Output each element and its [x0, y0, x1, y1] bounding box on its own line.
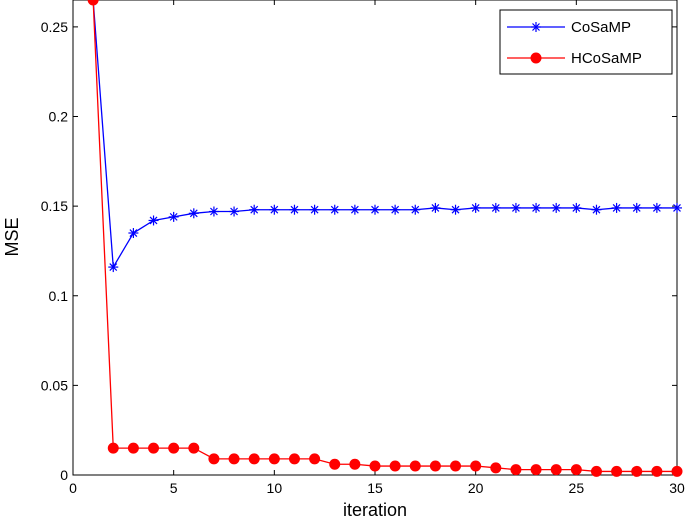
data-point-cosamp: [128, 228, 139, 239]
data-point-hcosamp: [349, 458, 361, 470]
data-point-cosamp: [289, 204, 300, 215]
y-tick-label: 0.25: [41, 19, 68, 35]
data-point-cosamp: [672, 202, 682, 213]
data-point-hcosamp: [369, 460, 381, 472]
plot-area: [72, 0, 678, 476]
data-point-hcosamp: [228, 453, 240, 465]
data-point-cosamp: [349, 204, 360, 215]
x-tick-label: 20: [468, 480, 484, 496]
data-point-cosamp: [208, 206, 219, 217]
data-point-hcosamp: [671, 465, 683, 477]
data-point-cosamp: [410, 204, 421, 215]
data-point-hcosamp: [148, 442, 160, 454]
data-point-cosamp: [329, 204, 340, 215]
data-point-hcosamp: [288, 453, 300, 465]
y-axis: 0 0.05 0.1 0.15 0.2 0.25: [41, 19, 677, 483]
x-tick-label: 5: [170, 480, 178, 496]
data-point-cosamp: [108, 262, 119, 273]
x-tick-label: 10: [267, 480, 283, 496]
data-point-hcosamp: [429, 460, 441, 472]
data-point-hcosamp: [651, 465, 663, 477]
data-point-cosamp: [148, 215, 159, 226]
y-tick-label: 0.2: [49, 109, 69, 125]
data-point-hcosamp: [490, 462, 502, 474]
x-tick-label: 25: [569, 480, 585, 496]
data-point-cosamp: [490, 202, 501, 213]
data-point-hcosamp: [470, 460, 482, 472]
data-point-hcosamp: [208, 453, 220, 465]
data-point-hcosamp: [268, 453, 280, 465]
data-point-cosamp: [591, 204, 602, 215]
data-point-hcosamp: [611, 465, 623, 477]
data-point-hcosamp: [450, 460, 462, 472]
data-point-cosamp: [430, 202, 441, 213]
legend: CoSaMP HCoSaMP: [499, 9, 673, 75]
data-point-hcosamp: [168, 442, 180, 454]
legend-marker-hcosamp: [530, 52, 542, 64]
data-point-hcosamp: [550, 464, 562, 476]
data-point-hcosamp: [510, 464, 522, 476]
data-point-hcosamp: [530, 464, 542, 476]
data-point-hcosamp: [127, 442, 139, 454]
data-point-cosamp: [531, 202, 542, 213]
data-point-cosamp: [249, 204, 260, 215]
y-tick-label: 0: [60, 467, 68, 483]
x-tick-label: 15: [367, 480, 383, 496]
data-point-cosamp: [631, 202, 642, 213]
data-point-hcosamp: [409, 460, 421, 472]
legend-cosamp-label: CoSaMP: [571, 19, 631, 36]
data-point-hcosamp: [87, 0, 99, 6]
data-point-hcosamp: [389, 460, 401, 472]
data-point-hcosamp: [631, 465, 643, 477]
legend-box: [499, 9, 673, 75]
data-point-hcosamp: [590, 465, 602, 477]
y-tick-label: 0.15: [41, 198, 68, 214]
data-point-hcosamp: [107, 442, 119, 454]
legend-marker-cosamp: [531, 22, 541, 32]
data-point-hcosamp: [329, 458, 341, 470]
legend-cosamp-marker: [531, 22, 541, 32]
data-point-cosamp: [370, 204, 380, 215]
data-point-hcosamp: [309, 453, 321, 465]
data-point-hcosamp: [248, 453, 260, 465]
series-layer: [87, 0, 683, 477]
data-point-hcosamp: [570, 464, 582, 476]
data-point-cosamp: [571, 202, 582, 213]
data-point-cosamp: [309, 204, 320, 215]
y-axis-title: MSE: [2, 217, 22, 256]
x-tick-label: 0: [69, 480, 77, 496]
x-tick-label: 30: [669, 480, 685, 496]
data-point-cosamp: [450, 204, 461, 215]
x-axis-title: iteration: [343, 500, 407, 520]
data-point-cosamp: [551, 202, 562, 213]
data-point-cosamp: [611, 202, 622, 213]
data-point-cosamp: [651, 202, 662, 213]
y-tick-label: 0.05: [41, 377, 68, 393]
data-point-cosamp: [390, 204, 401, 215]
legend-hcosamp-marker: [530, 52, 542, 64]
legend-hcosamp-label: HCoSaMP: [571, 50, 642, 67]
x-axis: 0 5 10 15 20 25 30: [69, 0, 685, 496]
data-point-cosamp: [510, 202, 521, 213]
data-point-hcosamp: [188, 442, 200, 454]
data-point-cosamp: [188, 208, 199, 219]
data-point-cosamp: [168, 211, 179, 222]
y-tick-label: 0.1: [49, 288, 69, 304]
data-point-cosamp: [470, 202, 481, 213]
data-point-cosamp: [229, 206, 240, 217]
data-point-cosamp: [269, 204, 280, 215]
